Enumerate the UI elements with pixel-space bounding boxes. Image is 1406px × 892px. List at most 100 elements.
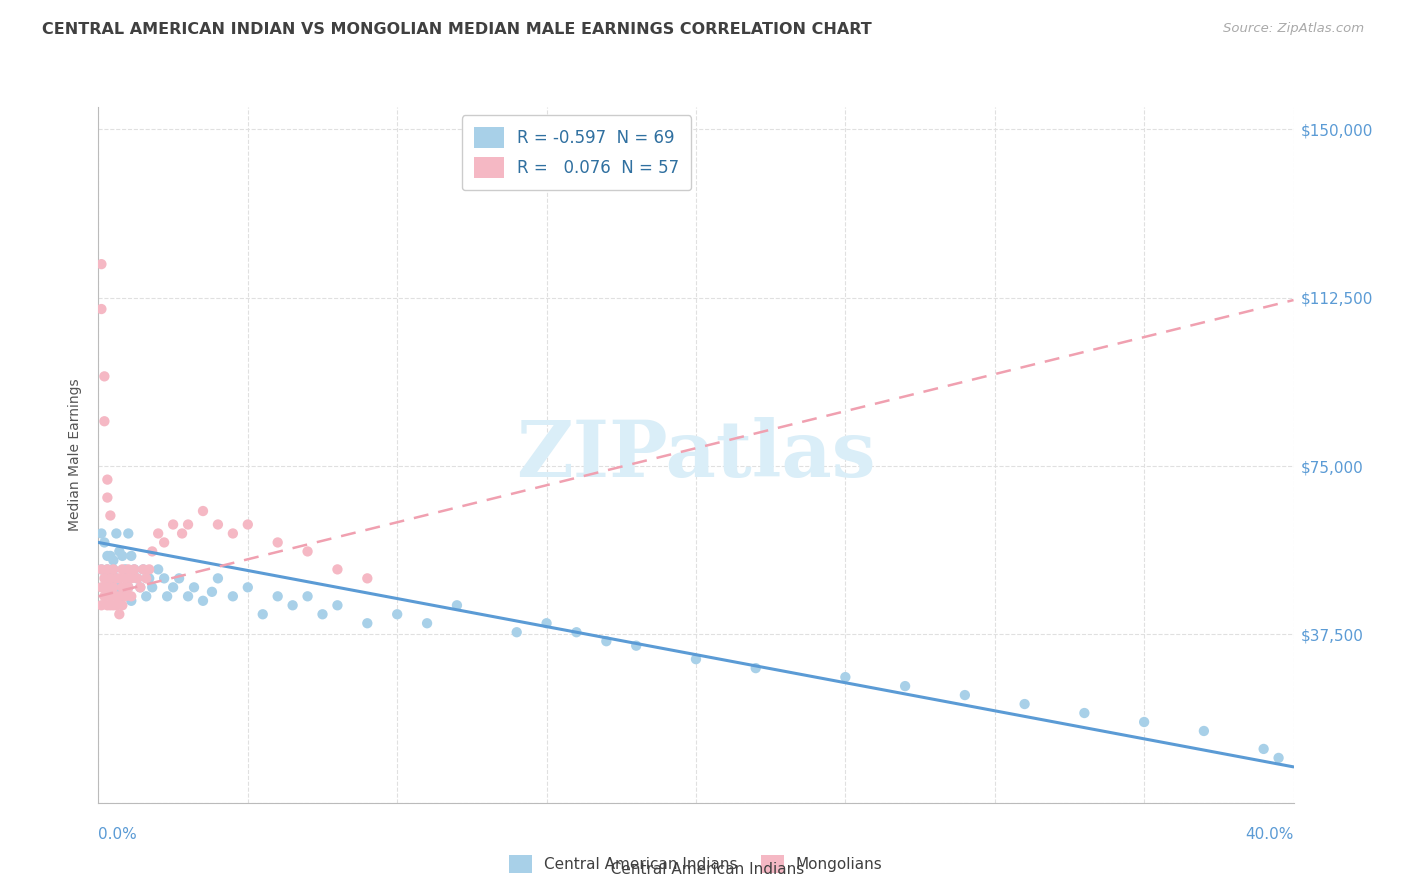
Point — [127, 571, 149, 585]
Point — [148, 526, 170, 541]
Point — [117, 580, 139, 594]
Point — [96, 562, 118, 576]
Text: CENTRAL AMERICAN INDIAN VS MONGOLIAN MEDIAN MALE EARNINGS CORRELATION CHART: CENTRAL AMERICAN INDIAN VS MONGOLIAN MED… — [42, 22, 872, 37]
Point — [191, 594, 214, 608]
Point — [105, 571, 128, 585]
Point — [138, 562, 160, 576]
Point — [267, 590, 290, 604]
Point — [103, 562, 125, 576]
Point — [172, 526, 194, 541]
Point — [90, 599, 112, 613]
Point — [446, 599, 468, 613]
Point — [685, 652, 707, 666]
Point — [93, 414, 115, 428]
Point — [191, 504, 214, 518]
Point — [297, 544, 319, 558]
Y-axis label: Median Male Earnings: Median Male Earnings — [69, 378, 83, 532]
Point — [90, 301, 112, 316]
Point — [108, 571, 131, 585]
Point — [105, 526, 128, 541]
Point — [111, 590, 134, 604]
Point — [326, 599, 349, 613]
Point — [105, 590, 128, 604]
Point — [536, 616, 558, 631]
Point — [267, 535, 290, 549]
Point — [153, 535, 176, 549]
Point — [103, 562, 125, 576]
Point — [93, 580, 115, 594]
Point — [114, 580, 136, 594]
Point — [745, 661, 768, 675]
Point — [108, 544, 131, 558]
Point — [103, 553, 125, 567]
Point — [626, 639, 648, 653]
Point — [90, 562, 112, 576]
Point — [201, 584, 224, 599]
Point — [167, 571, 190, 585]
Point — [177, 590, 200, 604]
Point — [1192, 723, 1215, 738]
Point — [356, 616, 378, 631]
Point — [93, 580, 115, 594]
Point — [236, 517, 259, 532]
Point — [90, 580, 112, 594]
Point — [100, 599, 122, 613]
Point — [120, 594, 142, 608]
Point — [138, 571, 160, 585]
Point — [114, 590, 136, 604]
Point — [120, 571, 142, 585]
Text: Central American Indians: Central American Indians — [602, 863, 804, 877]
Point — [565, 625, 588, 640]
Point — [105, 571, 128, 585]
Point — [1267, 751, 1289, 765]
Point — [385, 607, 409, 622]
Point — [93, 535, 115, 549]
Point — [162, 517, 184, 532]
Point — [127, 571, 149, 585]
Point — [96, 491, 118, 505]
Point — [96, 549, 118, 563]
Point — [135, 590, 157, 604]
Point — [834, 670, 856, 684]
Point — [281, 599, 304, 613]
Point — [100, 571, 122, 585]
Point — [96, 473, 118, 487]
Point — [207, 517, 229, 532]
Point — [117, 526, 139, 541]
Point — [111, 549, 134, 563]
Point — [93, 369, 115, 384]
Text: Source: ZipAtlas.com: Source: ZipAtlas.com — [1223, 22, 1364, 36]
Point — [207, 571, 229, 585]
Text: 40.0%: 40.0% — [1246, 827, 1294, 841]
Text: ZIPatlas: ZIPatlas — [516, 417, 876, 493]
Point — [124, 562, 146, 576]
Point — [96, 580, 118, 594]
Point — [108, 607, 131, 622]
Point — [153, 571, 176, 585]
Point — [103, 599, 125, 613]
Point — [1133, 714, 1156, 729]
Point — [120, 590, 142, 604]
Point — [132, 562, 155, 576]
Point — [103, 580, 125, 594]
Point — [236, 580, 259, 594]
Point — [894, 679, 917, 693]
Point — [108, 590, 131, 604]
Point — [103, 580, 125, 594]
Point — [117, 562, 139, 576]
Point — [311, 607, 333, 622]
Point — [90, 526, 112, 541]
Point — [111, 599, 134, 613]
Point — [124, 562, 146, 576]
Point — [132, 562, 155, 576]
Point — [356, 571, 378, 585]
Point — [114, 571, 136, 585]
Point — [595, 634, 617, 648]
Point — [111, 580, 134, 594]
Point — [1014, 697, 1036, 711]
Point — [108, 580, 131, 594]
Point — [105, 599, 128, 613]
Point — [96, 584, 118, 599]
Point — [222, 526, 245, 541]
Point — [135, 571, 157, 585]
